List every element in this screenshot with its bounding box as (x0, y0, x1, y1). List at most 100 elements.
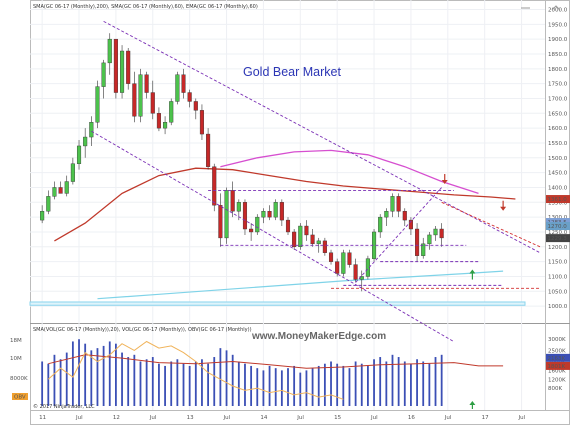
volume-bar (225, 350, 228, 406)
support-band (29, 301, 526, 306)
copyright-text: © 2017 NinjaTrader, LLC (33, 403, 95, 410)
support-band-rect (29, 301, 526, 306)
volume-bar (293, 365, 296, 406)
volume-bar (311, 368, 314, 406)
volume-badge-label: 1801K (548, 364, 566, 370)
candle-down (439, 228, 444, 239)
x-tick-label: 17 (482, 415, 489, 421)
candle-down (328, 252, 334, 262)
x-tick-label: Jul (444, 415, 452, 421)
y-tick-label: 1050.0 (548, 289, 568, 295)
ema60-line (54, 167, 516, 242)
volume-bar (422, 361, 425, 406)
volume-bar (164, 365, 166, 406)
candle-up (138, 74, 143, 117)
volume-bar (133, 354, 136, 406)
price-badge-label: 1361.0 (548, 197, 568, 203)
volume-left-label: 8000K (10, 376, 28, 382)
y-tick-label: 1250.0 (548, 230, 568, 236)
candle-up (175, 74, 180, 102)
trendlines (91, 20, 541, 343)
price-badge (546, 222, 570, 231)
signal-arrows (441, 174, 507, 280)
candle-up (421, 243, 426, 256)
price-panel-header: SMA(GC 06-17 (Monthly),200), SMA(GC 06-1… (33, 4, 258, 10)
volume-bar (440, 354, 443, 406)
candle-up (236, 202, 241, 212)
candlestick-series (40, 33, 444, 292)
volume-bar (59, 359, 62, 406)
candle-up (40, 211, 45, 221)
volume-bar (201, 359, 203, 406)
candle-up (378, 216, 383, 233)
volume-axis: 3000K2500K2000K1600K1200K800K18M10M8000K… (10, 337, 570, 409)
price-axis: 1000.01050.01100.01150.01200.01250.01300… (548, 7, 568, 310)
volume-bar (108, 341, 111, 406)
volume-bar (256, 368, 259, 406)
volume-bar (207, 363, 209, 406)
volume-bar (188, 365, 191, 406)
volume-bar (151, 357, 154, 406)
expand-chevron-icon[interactable] (551, 5, 561, 11)
y-tick-label: 1400.0 (548, 185, 568, 191)
obv-badge-label: OBV (14, 395, 26, 401)
volume-tick-label: 3000K (548, 337, 566, 343)
price-badge (546, 195, 570, 204)
volume-bar (428, 363, 431, 406)
volume-tick-label: 800K (548, 386, 562, 392)
candle-up (64, 181, 69, 194)
watermark-text: www.MoneyMakerEdge.com (251, 331, 386, 342)
moving-averages (54, 149, 516, 300)
volume-bar (182, 363, 185, 406)
candle-down (322, 240, 327, 253)
up-arrow-icon (469, 269, 476, 274)
y-tick-label: 1350.0 (548, 200, 568, 206)
volume-bar (78, 339, 80, 406)
candle-up (427, 234, 432, 245)
sma200-line (97, 270, 504, 300)
candle-up (273, 202, 278, 218)
y-tick-label: 1950.0 (548, 22, 568, 28)
candle-down (242, 202, 248, 230)
x-tick-label: Jul (223, 415, 231, 421)
x-tick-label: 16 (408, 415, 415, 421)
volume-bar (96, 348, 99, 406)
volume-bar (274, 368, 277, 406)
x-tick-label: 13 (187, 415, 194, 421)
volume-bar (367, 365, 369, 406)
volume-bar (268, 365, 271, 406)
volume-tick-label: 1600K (548, 368, 566, 374)
candle-down (415, 228, 420, 256)
volume-bar (115, 343, 117, 406)
candle-up (107, 38, 112, 64)
x-tick-label: Jul (75, 415, 83, 421)
volume-left-label: 10M (10, 356, 22, 362)
y-tick-label: 1750.0 (548, 82, 568, 88)
x-tick-label: Jul (518, 415, 526, 421)
trendline (103, 20, 541, 254)
volume-badge-label: 2163K (548, 356, 566, 362)
candle-up (169, 101, 174, 123)
y-tick-label: 1700.0 (548, 96, 568, 102)
volume-bar (84, 343, 87, 406)
y-tick-label: 1600.0 (548, 126, 568, 132)
candle-down (206, 133, 211, 167)
trendline (441, 201, 541, 248)
volume-bar (47, 363, 50, 406)
volume-bar (231, 354, 234, 406)
volume-bar (287, 368, 289, 406)
candle-down (218, 205, 223, 239)
x-tick-label: Jul (370, 415, 378, 421)
candle-down (310, 234, 315, 245)
volume-bar (71, 341, 74, 406)
volume-bar (53, 354, 56, 406)
candle-down (292, 231, 297, 248)
candle-up (101, 62, 106, 87)
x-tick-label: 14 (260, 415, 267, 421)
candle-up (316, 240, 321, 245)
volume-bar (348, 368, 351, 406)
window-controls[interactable] (521, 5, 561, 11)
x-tick-label: 12 (113, 415, 120, 421)
candle-down (353, 264, 358, 280)
volume-bar (379, 357, 382, 406)
